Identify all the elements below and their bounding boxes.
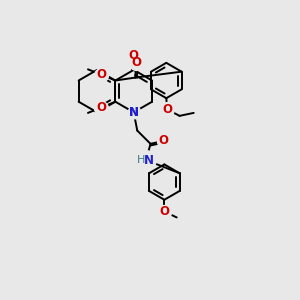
Text: O: O: [159, 205, 169, 218]
Text: O: O: [131, 56, 141, 69]
Text: O: O: [129, 49, 139, 62]
Text: O: O: [162, 103, 172, 116]
Text: N: N: [144, 154, 154, 166]
Text: N: N: [129, 106, 139, 119]
Text: O: O: [159, 134, 169, 147]
Text: O: O: [96, 68, 106, 81]
Text: H: H: [136, 155, 145, 165]
Text: O: O: [96, 101, 106, 114]
Text: N: N: [129, 106, 139, 119]
